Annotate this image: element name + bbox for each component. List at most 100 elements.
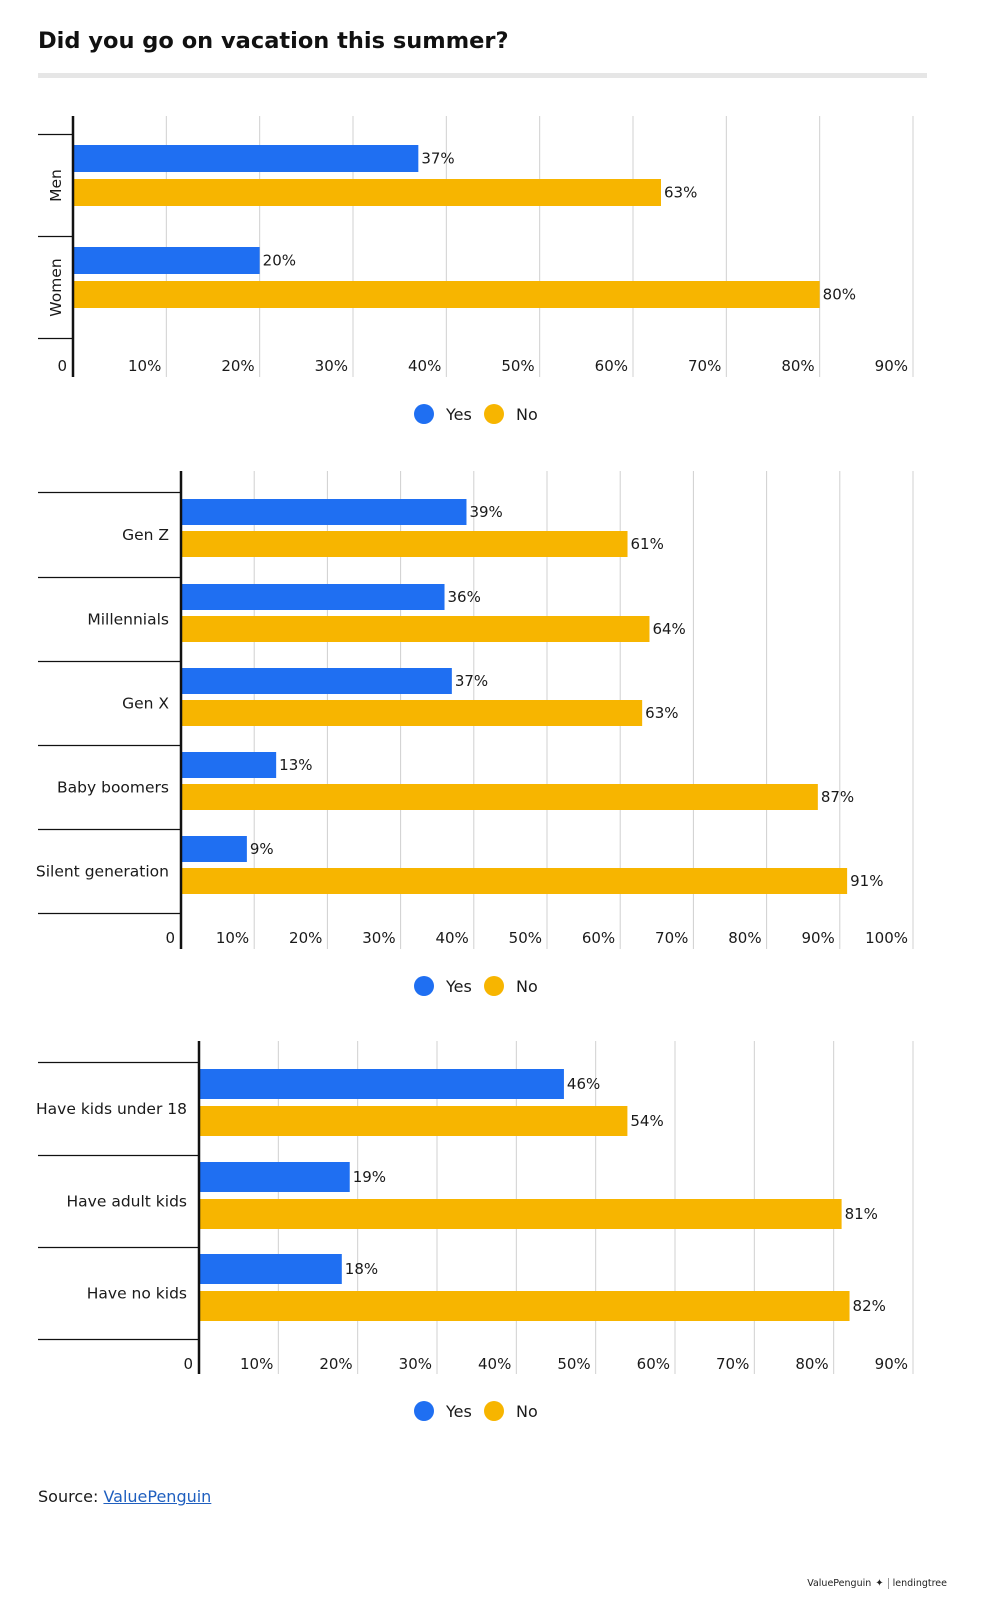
value-label-no: 91% [850,872,883,890]
legend-label-yes: Yes [445,977,472,996]
tick-label: 50% [557,1355,590,1373]
bar-yes [182,752,277,778]
tick-label: 90% [875,357,908,375]
tick-label: 80% [795,1355,828,1373]
value-label-yes: 19% [353,1168,386,1186]
tick-label: 20% [319,1355,352,1373]
source-prefix: Source: [38,1487,99,1506]
tick-label: 10% [128,357,161,375]
bar-yes [200,1254,342,1284]
tick-label: 20% [221,357,254,375]
category-label: Silent generation [36,863,169,881]
value-label-no: 64% [652,620,685,638]
value-label-yes: 20% [263,252,296,270]
chart-generation: 39% 61% Gen Z 36% 64% Millennials 37% 63% Gen X 1… [36,471,914,996]
bar-no [74,179,661,206]
bar-yes [182,668,452,694]
bar-no [182,868,848,894]
value-label-no: 63% [664,184,697,202]
brand-separator [887,1578,889,1589]
value-label-yes: 39% [469,503,502,521]
chart-gender: 37% 63% Men 20% 80% Women 0 10% 20% 30% 40% 50% 60% 7… [38,116,914,424]
tick-label: 0 [165,929,175,947]
tick-label: 50% [509,929,542,947]
tick-label: 30% [399,1355,432,1373]
bar-yes [200,1162,350,1192]
category-label: Have no kids [87,1285,187,1303]
legend-swatch-no [484,1401,504,1421]
legend-swatch-no [484,404,504,424]
legend-label-yes: Yes [445,405,472,424]
title-divider [38,73,927,78]
tick-label: 60% [582,929,615,947]
value-label-no: 87% [821,788,854,806]
category-label: Men [47,169,65,202]
valuepenguin-logo: ValuePenguin [807,1578,872,1589]
category-label: Gen X [122,695,169,713]
bar-no [182,531,628,557]
tick-label: 60% [637,1355,670,1373]
category-label: Baby boomers [57,779,169,797]
tick-label: 20% [289,929,322,947]
bar-no [200,1291,850,1321]
category-label: Women [47,258,65,316]
tick-label: 80% [781,357,814,375]
tick-label: 40% [408,357,441,375]
tick-label: 90% [801,929,834,947]
legend-swatch-yes [414,1401,434,1421]
bar-yes [182,499,467,525]
tick-label: 100% [865,929,908,947]
tick-label: 40% [435,929,468,947]
bar-yes [74,247,260,274]
legend-label-no: No [516,1402,538,1421]
bar-no [182,700,643,726]
legend-swatch-no [484,976,504,996]
value-label-yes: 46% [567,1075,600,1093]
tick-label: 0 [183,1355,193,1373]
bar-no [182,616,650,642]
value-label-no: 81% [845,1205,878,1223]
tick-label: 40% [478,1355,511,1373]
penguin-icon: ✦ [875,1578,884,1589]
tick-label: 10% [216,929,249,947]
bar-yes [74,145,419,172]
chart-title: Did you go on vacation this summer? [38,28,509,54]
source-link[interactable]: ValuePenguin [103,1487,212,1506]
legend-label-yes: Yes [445,1402,472,1421]
value-label-no: 61% [631,535,664,553]
tick-label: 50% [501,357,534,375]
value-label-yes: 13% [279,756,312,774]
legend-swatch-yes [414,404,434,424]
chart-parental-status: 46% 54% Have kids under 18 19% 81% Have adult… [36,1041,914,1421]
bar-no [200,1106,628,1136]
value-label-no: 63% [645,704,678,722]
bar-yes [182,836,247,862]
tick-label: 70% [716,1355,749,1373]
value-label-yes: 9% [250,840,274,858]
legend-label-no: No [516,405,538,424]
tick-label: 0 [57,357,67,375]
category-label: Have adult kids [67,1193,187,1211]
tick-label: 30% [362,929,395,947]
bar-no [182,784,818,810]
tick-label: 80% [728,929,761,947]
brand-logos: ValuePenguin ✦ lendingtree [807,1578,947,1589]
tick-label: 70% [688,357,721,375]
tick-label: 10% [240,1355,273,1373]
legend-label-no: No [516,977,538,996]
legend-swatch-yes [414,976,434,996]
tick-label: 70% [655,929,688,947]
bar-yes [200,1069,564,1099]
category-label: Have kids under 18 [36,1100,187,1118]
lendingtree-logo: lendingtree [892,1578,947,1589]
value-label-yes: 36% [448,588,481,606]
value-label-yes: 37% [421,150,454,168]
tick-label: 30% [315,357,348,375]
value-label-no: 54% [630,1112,663,1130]
value-label-yes: 37% [455,672,488,690]
value-label-no: 82% [853,1297,886,1315]
value-label-yes: 18% [345,1260,378,1278]
bar-no [200,1199,842,1229]
category-label: Millennials [87,611,169,629]
source-note: Source: ValuePenguin [38,1487,211,1506]
